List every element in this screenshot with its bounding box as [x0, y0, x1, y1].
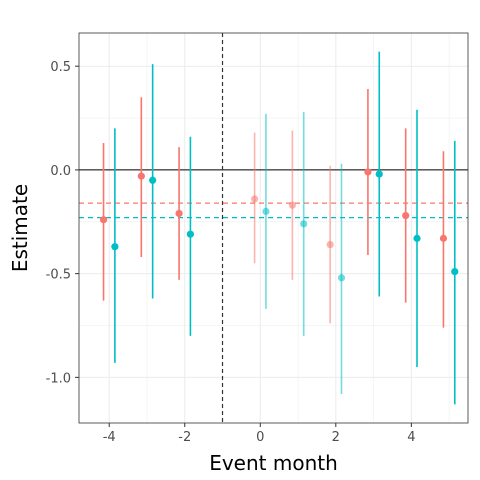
data-point: [186, 230, 195, 238]
x-axis-ticks: -4 -2 0 2 4: [103, 423, 415, 445]
plot-border: [78, 32, 469, 424]
data-point: [439, 234, 448, 242]
data-point: [300, 220, 308, 228]
data-point: [413, 234, 421, 242]
x-tick-label: 0: [256, 430, 264, 445]
data-point: [111, 243, 119, 251]
x-axis-title: Event month: [209, 451, 338, 475]
x-tick-label: 2: [332, 430, 340, 445]
y-axis-ticks: 0.5 0.0 -0.5 -1.0: [46, 60, 79, 386]
data-point: [364, 168, 372, 176]
data-point: [251, 195, 259, 203]
data-point: [99, 216, 108, 224]
x-tick-label: -4: [103, 430, 116, 445]
data-point: [451, 267, 459, 276]
y-tick-label: 0.5: [50, 60, 71, 75]
data-point: [149, 176, 157, 184]
plot-panel: [79, 33, 468, 423]
data-point: [326, 240, 334, 249]
y-tick-label: -1.0: [46, 371, 71, 386]
data-point: [137, 172, 145, 180]
x-tick-label: -2: [178, 430, 191, 445]
data-point: [337, 274, 346, 282]
data-points: [99, 168, 459, 282]
data-point: [175, 209, 183, 218]
y-axis-title: Estimate: [8, 184, 32, 272]
data-point: [288, 201, 296, 209]
data-point: [375, 170, 383, 178]
major-gridlines: [79, 33, 468, 423]
x-tick-label: 4: [407, 430, 415, 445]
y-tick-label: 0.0: [50, 164, 71, 179]
data-point: [262, 207, 270, 216]
y-tick-label: -0.5: [46, 268, 71, 283]
data-point: [402, 211, 410, 220]
